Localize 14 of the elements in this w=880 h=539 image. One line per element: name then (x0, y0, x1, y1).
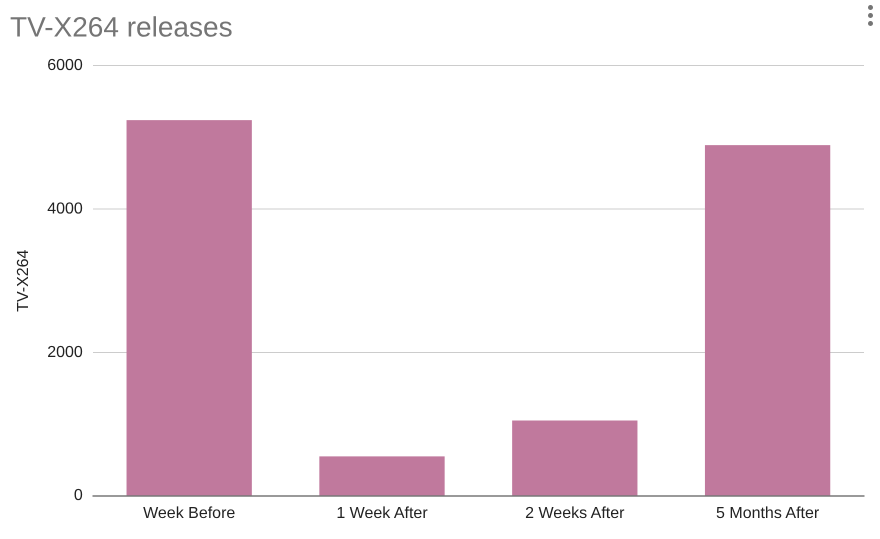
x-tick-label: 5 Months After (716, 504, 820, 522)
bar (319, 456, 445, 496)
x-tick-label: Week Before (143, 504, 236, 522)
bar (512, 420, 638, 496)
bar (126, 120, 252, 496)
y-tick-label: 2000 (47, 344, 83, 361)
x-tick-label: 1 Week After (336, 504, 428, 522)
y-tick-label: 4000 (47, 200, 83, 218)
y-axis-title: TV-X264 (15, 249, 32, 312)
y-tick-label: 6000 (47, 57, 83, 74)
x-tick-label: 2 Weeks After (525, 504, 626, 522)
bar (704, 145, 830, 496)
y-tick-label: 0 (74, 487, 83, 504)
chart-title: TV-X264 releases (10, 12, 233, 43)
